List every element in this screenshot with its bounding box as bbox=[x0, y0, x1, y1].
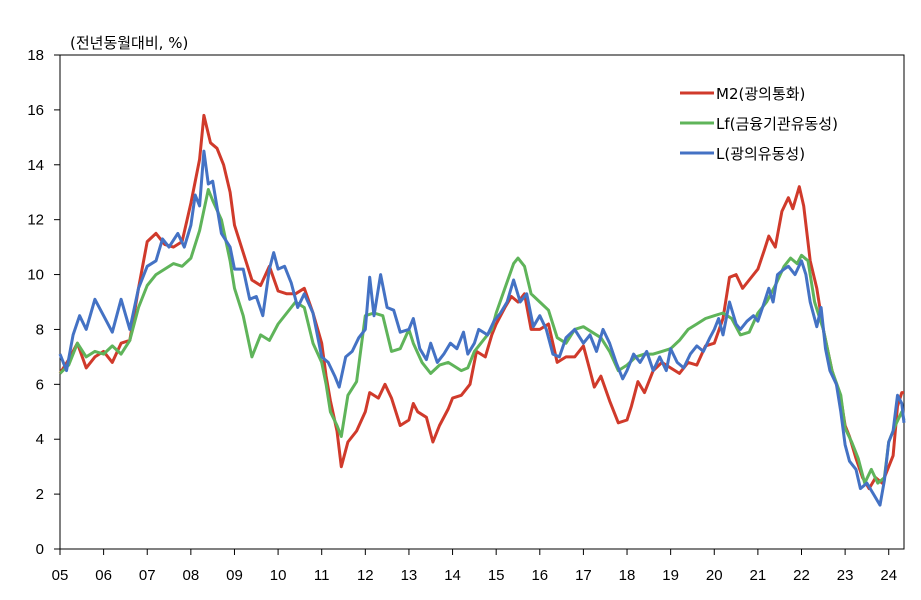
x-tick-label: 08 bbox=[183, 567, 200, 584]
y-tick-label: 2 bbox=[36, 486, 44, 503]
y-tick-label: 14 bbox=[27, 157, 44, 174]
x-tick-label: 22 bbox=[793, 567, 810, 584]
y-tick-label: 12 bbox=[27, 212, 44, 229]
x-tick-label: 11 bbox=[314, 567, 330, 584]
y-tick-label: 16 bbox=[27, 102, 44, 119]
x-tick-label: 06 bbox=[95, 567, 112, 584]
unit-label: (전년동월대비, %) bbox=[70, 34, 188, 52]
x-tick-label: 10 bbox=[270, 567, 287, 584]
x-tick-label: 24 bbox=[880, 567, 897, 584]
x-tick-label: 23 bbox=[837, 567, 854, 584]
x-tick-label: 17 bbox=[575, 567, 592, 584]
x-tick-label: 20 bbox=[706, 567, 723, 584]
y-tick-label: 8 bbox=[36, 321, 44, 338]
x-axis: 05 06 07 08 09 10 11 12 13 14 15 16 17 18 19 20 21 22 23 24 bbox=[52, 549, 897, 584]
x-tick-label: 07 bbox=[139, 567, 156, 584]
series-line-1 bbox=[58, 188, 906, 485]
legend-label-1: Lf(금융기관유동성) bbox=[716, 115, 838, 133]
x-tick-label: 14 bbox=[444, 567, 461, 584]
x-tick-label: 05 bbox=[52, 567, 69, 584]
series-line-0 bbox=[58, 113, 904, 491]
legend: M2(광의통화) Lf(금융기관유동성) L(광의유동성) bbox=[680, 85, 838, 163]
x-tick-label: 15 bbox=[488, 567, 505, 584]
x-tick-label: 12 bbox=[357, 567, 374, 584]
series-layer bbox=[58, 113, 906, 507]
x-tick-label: 13 bbox=[401, 567, 418, 584]
series-line-2 bbox=[58, 149, 906, 507]
plot-area-frame bbox=[59, 54, 905, 550]
y-tick-label: 6 bbox=[36, 376, 44, 393]
legend-label-0: M2(광의통화) bbox=[716, 85, 805, 103]
legend-label-2: L(광의유동성) bbox=[716, 145, 805, 163]
x-tick-label: 19 bbox=[662, 567, 679, 584]
x-tick-label: 18 bbox=[619, 567, 636, 584]
x-tick-label: 09 bbox=[226, 567, 243, 584]
y-axis: 0 2 4 6 8 10 12 14 16 18 bbox=[27, 47, 60, 558]
x-tick-label: 16 bbox=[531, 567, 548, 584]
x-tick-label: 21 bbox=[750, 567, 767, 584]
y-tick-label: 18 bbox=[27, 47, 44, 64]
y-tick-label: 0 bbox=[36, 541, 44, 558]
y-tick-label: 10 bbox=[27, 267, 44, 284]
y-tick-label: 4 bbox=[36, 431, 44, 448]
